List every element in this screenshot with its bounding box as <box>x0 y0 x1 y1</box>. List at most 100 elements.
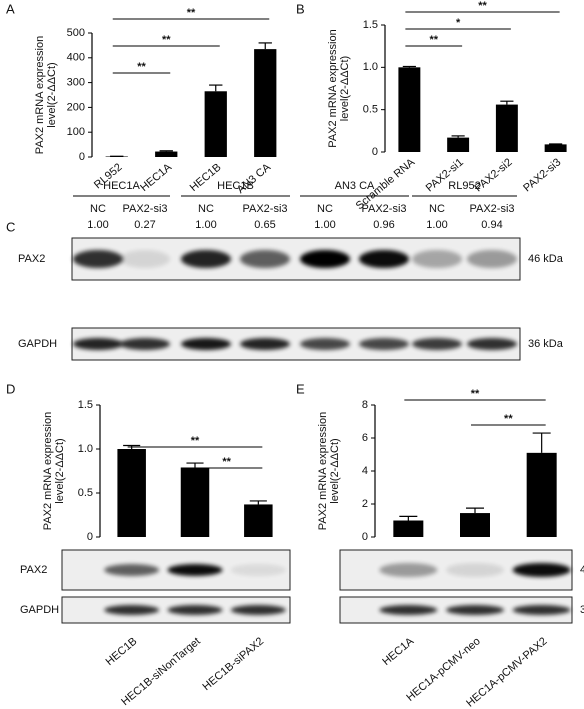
y-axis-label: level(2-ΔΔCt) <box>339 56 351 121</box>
blot-band <box>73 250 123 268</box>
group-label: RL952 <box>448 180 480 192</box>
y-tick-label: 1.0 <box>363 61 378 73</box>
ratio-label: 1.00 <box>314 219 335 231</box>
y-tick-label: 0.5 <box>363 104 378 116</box>
y-tick-label: 4 <box>362 465 368 477</box>
panel-label: E <box>296 381 305 396</box>
y-axis-label: PAX2 mRNA expression <box>327 29 339 147</box>
y-tick-label: 1.0 <box>78 443 93 455</box>
significance-label: ** <box>187 7 196 19</box>
size-label: 46 kDa <box>528 253 564 265</box>
blot-band <box>412 338 462 350</box>
bar <box>495 104 518 152</box>
significance-label: * <box>456 17 461 29</box>
blot-band <box>446 605 504 615</box>
blot-band <box>73 338 123 350</box>
ratio-label: 0.96 <box>373 219 394 231</box>
panel-label: D <box>6 381 15 396</box>
blot-band <box>120 250 170 268</box>
y-tick-label: 1.5 <box>363 19 378 31</box>
blot-band <box>104 564 160 576</box>
group-label: HEC1A <box>103 180 140 192</box>
bar <box>117 449 146 537</box>
blot-band <box>230 564 286 576</box>
significance-label: ** <box>478 0 487 12</box>
significance-label: ** <box>504 413 513 425</box>
lane-label: PAX2-si3 <box>122 203 167 215</box>
y-tick-label: 100 <box>67 126 85 138</box>
bar <box>460 513 490 537</box>
blot-band <box>181 338 231 350</box>
row-label: PAX2 <box>20 564 47 576</box>
blot-band <box>300 250 350 268</box>
blot-band <box>359 250 409 268</box>
blot-band <box>467 250 517 268</box>
lane-label: PAX2-si3 <box>469 203 514 215</box>
significance-label: ** <box>471 388 480 400</box>
blot-band <box>412 250 462 268</box>
blot-band <box>181 250 231 268</box>
blot-band <box>230 605 286 615</box>
blot-band <box>467 338 517 350</box>
y-tick-label: 500 <box>67 27 85 39</box>
lane-label: NC <box>198 203 214 215</box>
blot-band <box>379 605 438 615</box>
ratio-label: 1.00 <box>195 219 216 231</box>
group-label: HEC1B <box>217 180 254 192</box>
row-label: GAPDH <box>20 604 59 616</box>
bar <box>244 504 273 537</box>
blot-band <box>104 605 160 615</box>
lane-label: NC <box>429 203 445 215</box>
significance-label: ** <box>429 34 438 46</box>
y-tick-label: 0 <box>372 146 378 158</box>
ratio-label: 0.94 <box>481 219 502 231</box>
significance-label: ** <box>191 435 200 447</box>
lane-label: NC <box>317 203 333 215</box>
y-tick-label: 300 <box>67 77 85 89</box>
x-tick-label: HEC1A <box>138 161 174 194</box>
bar <box>254 49 277 158</box>
blot-band <box>379 563 438 577</box>
y-tick-label: 0 <box>87 531 93 543</box>
ratio-label: 1.00 <box>87 219 108 231</box>
blot-band <box>240 338 290 350</box>
bar <box>544 144 567 152</box>
bar <box>204 91 227 157</box>
ratio-label: 0.27 <box>134 219 155 231</box>
significance-label: ** <box>137 61 146 73</box>
y-axis-label: level(2-ΔΔCt) <box>54 438 66 503</box>
y-axis-label: level(2-ΔΔCt) <box>329 438 341 503</box>
lane-label: PAX2-si3 <box>361 203 406 215</box>
x-tick-label: HEC1B <box>104 635 140 668</box>
ratio-label: 1.00 <box>426 219 447 231</box>
y-axis-label: PAX2 mRNA expression <box>42 412 54 530</box>
significance-label: ** <box>222 456 231 468</box>
y-tick-label: 6 <box>362 432 368 444</box>
size-label: 36 kDa <box>580 604 584 616</box>
size-label: 36 kDa <box>528 338 564 350</box>
blot-band <box>359 338 409 350</box>
ratio-label: 0.65 <box>254 219 275 231</box>
x-tick-label: PAX2-si3 <box>521 156 563 194</box>
panel-label: C <box>6 219 15 234</box>
x-tick-label: HEC1A <box>380 635 416 668</box>
y-tick-label: 0.5 <box>78 487 93 499</box>
blot-band <box>446 563 504 577</box>
blot-band <box>120 338 170 350</box>
panel-label: A <box>6 1 15 16</box>
x-tick-label: HEC1B-siPAX2 <box>200 635 266 693</box>
bar <box>447 137 470 152</box>
bar <box>398 67 421 152</box>
panel-label: B <box>296 1 305 16</box>
y-axis-label: PAX2 mRNA expression <box>34 36 46 154</box>
bar <box>393 520 424 537</box>
y-axis-label: level(2-ΔΔCt) <box>46 62 58 127</box>
bar <box>180 467 210 537</box>
y-axis-label: PAX2 mRNA expression <box>317 412 329 530</box>
blot-band <box>512 563 571 577</box>
y-tick-label: 2 <box>362 498 368 510</box>
y-tick-label: 400 <box>67 52 85 64</box>
blot-band <box>167 564 223 576</box>
blot-band <box>167 605 223 615</box>
